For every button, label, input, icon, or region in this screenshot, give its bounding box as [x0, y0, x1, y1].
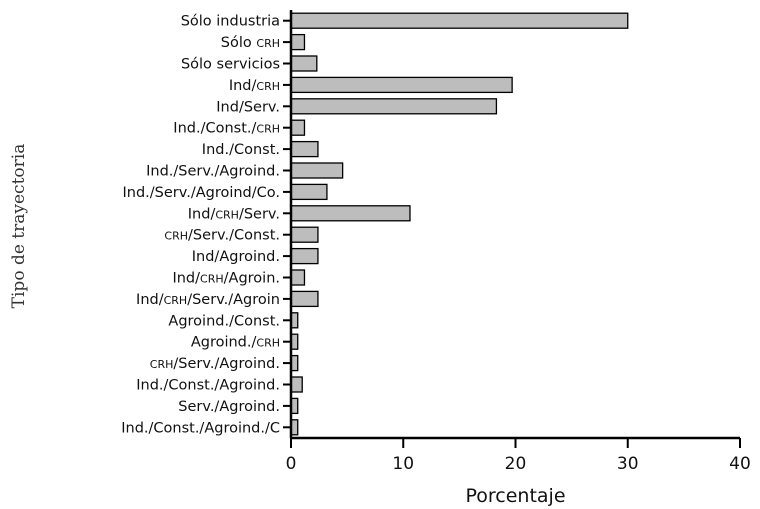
bar: [290, 376, 303, 393]
bar: [290, 162, 344, 179]
category-label: Ind./Const./Agroind./C: [121, 420, 280, 436]
bar: [290, 12, 629, 29]
category-label: Sólo servicios: [181, 57, 280, 73]
category-label: Ind/Serv.: [216, 99, 280, 115]
category-label: Agroind./Const.: [168, 313, 280, 329]
y-axis-title: Tipo de trayectoria: [9, 144, 29, 309]
category-label: Ind/CRH/Agroin.: [172, 271, 280, 287]
x-tick-label: 0: [286, 454, 297, 474]
bar: [290, 140, 319, 158]
category-label: Serv./Agroind.: [178, 399, 280, 415]
category-label: Ind/CRH/Serv./Agroin: [136, 292, 280, 308]
x-axis-title: Porcentaje: [465, 485, 565, 507]
category-label: CRH/Serv./Agroind.: [150, 356, 280, 372]
bar: [290, 226, 319, 243]
x-tick-label: 30: [617, 454, 639, 474]
bar: [290, 76, 513, 94]
y-axis-ticks: [283, 19, 291, 429]
bar: [290, 269, 306, 286]
category-labels: Sólo industria Sólo CRH Sólo servicios Ind/…: [121, 14, 280, 437]
category-label: Ind./Const./CRH: [173, 121, 280, 137]
bars-group: [290, 12, 629, 436]
category-label: Sólo industria: [181, 14, 280, 30]
category-label: Ind/CRH: [229, 78, 280, 94]
bar: [290, 290, 319, 308]
category-label: Ind/Agroind.: [192, 249, 280, 265]
category-label: Ind./Serv./Agroind/Co.: [123, 185, 281, 201]
bar: [290, 33, 306, 51]
category-label: Ind./Serv./Agroind.: [146, 164, 280, 180]
category-label: CRH/Serv./Const.: [164, 228, 280, 244]
category-label: Sólo CRH: [221, 35, 280, 51]
x-tick-label: 10: [392, 454, 414, 474]
bar: [290, 98, 498, 115]
category-label: Ind./Const.: [202, 142, 280, 158]
bar: [290, 183, 328, 201]
bar: [290, 205, 411, 222]
bar: [290, 247, 319, 265]
category-label: Agroind./CRH: [191, 335, 280, 351]
bar: [290, 119, 306, 136]
bar: [290, 55, 318, 72]
x-tick-label: 20: [505, 454, 527, 474]
x-axis-ticks: 0 10 20 30 40: [286, 438, 751, 474]
x-tick-label: 40: [729, 454, 751, 474]
category-label: Ind/CRH/Serv.: [188, 206, 280, 222]
category-label: Ind./Const./Agroind.: [136, 378, 280, 394]
